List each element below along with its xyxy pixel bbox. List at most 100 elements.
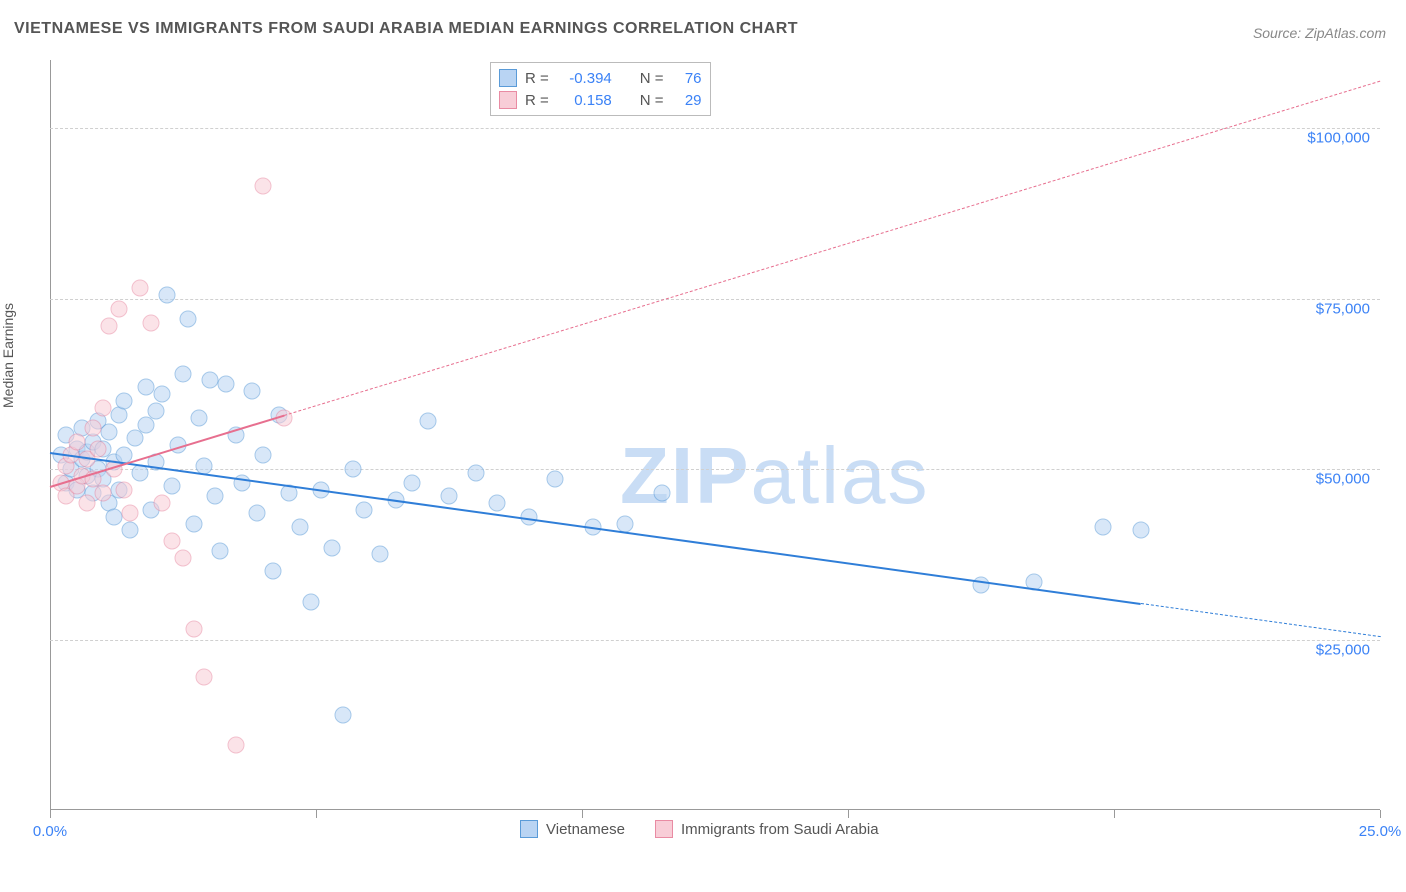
plot-area: ZIPatlas R = -0.394 N = 76 R = 0.158 N =… [50, 60, 1380, 840]
data-point [467, 464, 484, 481]
data-point [1095, 519, 1112, 536]
data-point [121, 522, 138, 539]
data-point [403, 474, 420, 491]
x-tick [1114, 810, 1115, 818]
watermark: ZIPatlas [620, 430, 929, 522]
data-point [100, 423, 117, 440]
data-point [244, 382, 261, 399]
data-point [105, 508, 122, 525]
y-tick-label: $75,000 [1316, 300, 1370, 317]
n-value-series2: 29 [672, 92, 702, 109]
n-label: N = [640, 70, 664, 87]
stats-row-series2: R = 0.158 N = 29 [499, 89, 702, 111]
gridline [50, 640, 1380, 641]
data-point [84, 420, 101, 437]
x-tick-label: 0.0% [33, 823, 67, 840]
data-point [217, 375, 234, 392]
y-tick-label: $100,000 [1307, 130, 1370, 147]
data-point [185, 621, 202, 638]
data-point [164, 478, 181, 495]
data-point [228, 737, 245, 754]
data-point [419, 413, 436, 430]
data-point [159, 287, 176, 304]
y-tick-label: $50,000 [1316, 471, 1370, 488]
x-tick [50, 810, 51, 818]
data-point [153, 386, 170, 403]
gridline [50, 128, 1380, 129]
data-point [143, 314, 160, 331]
data-point [1132, 522, 1149, 539]
legend-item-series2: Immigrants from Saudi Arabia [655, 820, 879, 838]
y-axis-label: Median Earnings [0, 303, 16, 408]
correlation-stats-box: R = -0.394 N = 76 R = 0.158 N = 29 [490, 62, 711, 116]
r-value-series2: 0.158 [557, 92, 612, 109]
data-point [89, 440, 106, 457]
r-value-series1: -0.394 [557, 70, 612, 87]
data-point [100, 317, 117, 334]
data-point [121, 505, 138, 522]
data-point [116, 481, 133, 498]
x-tick [1380, 810, 1381, 818]
data-point [153, 495, 170, 512]
x-tick [582, 810, 583, 818]
stats-row-series1: R = -0.394 N = 76 [499, 67, 702, 89]
x-axis-line [50, 809, 1380, 810]
data-point [206, 488, 223, 505]
r-label: R = [525, 70, 549, 87]
legend: Vietnamese Immigrants from Saudi Arabia [520, 820, 879, 838]
x-tick [848, 810, 849, 818]
data-point [323, 539, 340, 556]
swatch-series2 [499, 91, 517, 109]
data-point [111, 300, 128, 317]
data-point [190, 409, 207, 426]
data-point [254, 178, 271, 195]
data-point [334, 706, 351, 723]
data-point [175, 549, 192, 566]
data-point [371, 546, 388, 563]
data-point [137, 416, 154, 433]
source-attribution: Source: ZipAtlas.com [1253, 25, 1386, 41]
data-point [175, 365, 192, 382]
n-label: N = [640, 92, 664, 109]
watermark-bold: ZIP [620, 431, 750, 520]
x-tick [316, 810, 317, 818]
data-point [95, 399, 112, 416]
data-point [212, 542, 229, 559]
data-point [292, 519, 309, 536]
data-point [265, 563, 282, 580]
watermark-light: atlas [750, 431, 929, 520]
legend-label-series2: Immigrants from Saudi Arabia [681, 821, 879, 838]
gridline [50, 299, 1380, 300]
data-point [95, 484, 112, 501]
trend-line-solid [50, 452, 1141, 605]
data-point [355, 502, 372, 519]
y-axis-line [50, 60, 51, 810]
data-point [196, 669, 213, 686]
data-point [164, 532, 181, 549]
data-point [132, 280, 149, 297]
chart-title: VIETNAMESE VS IMMIGRANTS FROM SAUDI ARAB… [14, 20, 798, 38]
data-point [547, 471, 564, 488]
data-point [249, 505, 266, 522]
data-point [488, 495, 505, 512]
data-point [137, 379, 154, 396]
trend-line-dashed [1141, 603, 1381, 637]
y-tick-label: $25,000 [1316, 641, 1370, 658]
data-point [653, 484, 670, 501]
x-tick-label: 25.0% [1359, 823, 1402, 840]
legend-swatch-series1 [520, 820, 538, 838]
data-point [116, 392, 133, 409]
data-point [254, 447, 271, 464]
data-point [185, 515, 202, 532]
data-point [345, 461, 362, 478]
trend-line-dashed [284, 80, 1380, 415]
data-point [441, 488, 458, 505]
swatch-series1 [499, 69, 517, 87]
legend-swatch-series2 [655, 820, 673, 838]
data-point [616, 515, 633, 532]
data-point [68, 433, 85, 450]
legend-item-series1: Vietnamese [520, 820, 625, 838]
data-point [148, 403, 165, 420]
n-value-series1: 76 [672, 70, 702, 87]
data-point [302, 594, 319, 611]
